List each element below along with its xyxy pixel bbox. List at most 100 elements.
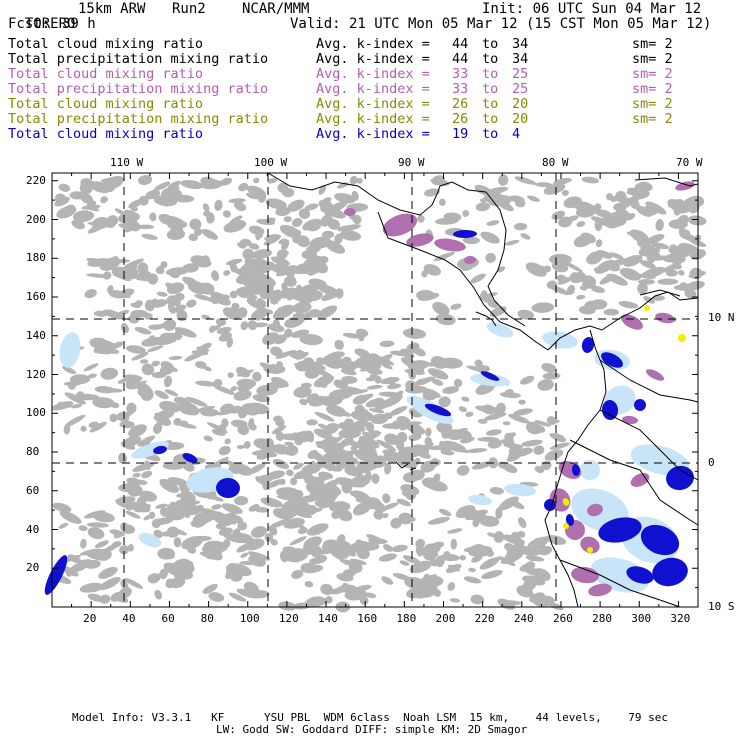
legend-to-word: to xyxy=(482,96,499,112)
cloud-patch xyxy=(415,546,423,557)
cloud-patch xyxy=(71,219,85,230)
cloud-patch xyxy=(673,284,695,291)
cloud-patch xyxy=(368,538,388,545)
cloud-patch xyxy=(260,497,283,508)
cloud-patch xyxy=(529,592,545,603)
cloud-patch xyxy=(684,196,699,208)
cloud-patch xyxy=(236,588,255,598)
cloud-patch xyxy=(429,559,439,567)
cloud-patch xyxy=(173,537,182,548)
cloud-patch xyxy=(417,214,425,223)
cloud-patch xyxy=(423,188,440,197)
cloud-patch xyxy=(237,242,246,249)
cloud-patch xyxy=(321,230,335,239)
cloud-patch xyxy=(677,214,689,224)
cloud-patch xyxy=(246,298,264,310)
cloud-patch xyxy=(127,544,134,552)
x-tick-label: 260 xyxy=(552,612,573,625)
cloud-patch xyxy=(132,472,141,478)
cloud-patch xyxy=(210,325,221,332)
cloud-patch xyxy=(335,410,352,417)
cloud-patch xyxy=(450,303,462,310)
cloud-patch xyxy=(249,423,257,431)
cloud-patch xyxy=(279,224,301,239)
cloud-patch xyxy=(87,527,105,540)
cloud-patch xyxy=(173,570,194,580)
legend-from-value: 44 xyxy=(452,36,469,52)
cloud-patch xyxy=(287,199,305,212)
cloud-patch xyxy=(228,592,247,602)
cloud-patch xyxy=(453,378,463,388)
cloud-patch xyxy=(284,441,294,447)
cloud-patch xyxy=(299,283,320,295)
cloud-patch xyxy=(262,332,280,345)
yellow-patch xyxy=(563,523,569,529)
cloud-patch xyxy=(202,583,218,594)
cloud-patch xyxy=(363,430,380,439)
cloud-patch xyxy=(69,191,85,200)
cloud-patch xyxy=(139,490,157,502)
cloud-patch xyxy=(254,258,269,269)
cloud-patch xyxy=(616,255,639,266)
cloud-patch xyxy=(155,267,165,275)
cloud-patch xyxy=(447,564,460,572)
cloud-patch xyxy=(563,196,582,209)
cloud-patch xyxy=(166,526,180,538)
cloud-patch xyxy=(458,406,468,413)
cloud-patch xyxy=(291,555,301,563)
cloud-patch xyxy=(619,267,642,281)
cloud-patch xyxy=(561,189,569,196)
x-tick-label: 200 xyxy=(435,612,456,625)
cloud-patch xyxy=(206,212,215,224)
cloud-patch xyxy=(322,479,339,491)
cloud-patch xyxy=(352,420,368,429)
org-label: NCAR/MMM xyxy=(242,1,310,17)
cloud-patch xyxy=(251,249,272,259)
cloud-patch xyxy=(321,491,338,501)
cloud-patch xyxy=(264,478,285,489)
cloud-patch xyxy=(75,391,85,402)
cloud-patch xyxy=(229,306,247,318)
x-tick-label: 280 xyxy=(592,612,612,625)
cloud-patch xyxy=(684,288,697,299)
cloud-patch xyxy=(358,393,374,402)
cloud-patch xyxy=(164,509,179,517)
cloud-patch xyxy=(537,536,549,546)
cloud-patch xyxy=(425,427,432,437)
cloud-patch xyxy=(336,573,354,582)
cloud-patch xyxy=(300,382,312,389)
cloud-patch xyxy=(306,523,329,536)
cloud-patch xyxy=(256,285,271,295)
cloud-patch xyxy=(192,257,200,265)
light-blue-patch xyxy=(138,532,162,548)
legend-from-value: 19 xyxy=(452,126,469,142)
cloud-patch xyxy=(513,408,533,416)
x-tick-label: 40 xyxy=(122,612,136,625)
cloud-patch xyxy=(299,334,323,346)
cloud-patch xyxy=(256,474,275,484)
cloud-patch xyxy=(359,596,369,605)
cloud-patch xyxy=(678,243,700,256)
cloud-patch xyxy=(678,269,685,276)
cloud-patch xyxy=(459,555,466,561)
physics-info-line: LW: Godd SW: Goddard DIFF: simple KM: 2D… xyxy=(216,723,528,736)
cloud-patch xyxy=(153,195,178,207)
cloud-patch xyxy=(382,493,391,504)
cloud-patch xyxy=(590,285,605,293)
cloud-patch xyxy=(116,496,136,505)
legend-field-name: Total cloud mixing ratio xyxy=(8,36,204,52)
cloud-patch xyxy=(294,363,308,371)
cloud-patch xyxy=(147,345,164,353)
cloud-patch xyxy=(284,328,293,338)
cloud-patch xyxy=(130,302,141,308)
purple-patch xyxy=(571,566,599,584)
cloud-patch xyxy=(645,233,665,245)
cloud-patch xyxy=(211,428,226,436)
cloud-patch xyxy=(200,176,217,187)
cloud-patch xyxy=(327,218,341,230)
cloud-patch xyxy=(359,359,378,367)
x-tick-label: 160 xyxy=(357,612,378,625)
cloud-patch xyxy=(529,263,543,272)
cloud-patch xyxy=(159,568,168,580)
longitude-label: 90 W xyxy=(398,156,425,169)
